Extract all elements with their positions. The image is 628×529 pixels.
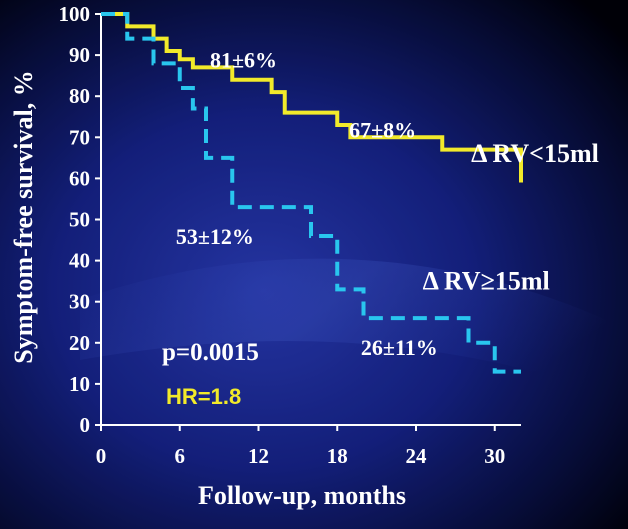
- series-label-1: Δ RV<15ml: [471, 139, 599, 168]
- y-tick-label: 30: [69, 290, 90, 314]
- y-tick-label: 40: [69, 249, 90, 273]
- survival-annotation: 53±12%: [176, 224, 254, 249]
- axes: 0 10 20 30 40 50 60 70 80 90 100 0 6 12 18 24 30: [59, 2, 521, 468]
- p-value: p=0.0015: [162, 339, 259, 366]
- y-tick-label: 100: [59, 2, 91, 26]
- series-layer: [101, 12, 523, 374]
- y-tick-label: 70: [69, 125, 90, 149]
- x-tick-label: 0: [96, 444, 107, 468]
- y-tick-label: 10: [69, 372, 90, 396]
- survival-annotation: 81±6%: [210, 47, 277, 72]
- x-tick-label: 30: [484, 444, 505, 468]
- survival-annotation: 67±8%: [349, 117, 416, 142]
- x-axis-title: Follow-up, months: [198, 481, 406, 510]
- y-tick-label: 60: [69, 166, 90, 190]
- series-label-2: Δ RV≥15ml: [423, 266, 550, 295]
- labels-layer: 81±6% 67±8% 53±12% 26±11% Δ RV<15ml Δ RV≥15ml: [176, 47, 599, 360]
- x-tick-label: 18: [327, 444, 348, 468]
- x-tick-label: 12: [248, 444, 269, 468]
- y-tick-label: 90: [69, 43, 90, 67]
- background-streak: [80, 258, 628, 400]
- y-tick-label: 0: [80, 413, 91, 437]
- y-axis-title: Symptom-free survival, %: [9, 70, 38, 363]
- y-tick-label: 20: [69, 331, 90, 355]
- series-line-2: [101, 12, 521, 374]
- hazard-ratio: HR=1.8: [166, 384, 241, 409]
- x-tick-label: 24: [406, 444, 428, 468]
- survival-annotation: 26±11%: [361, 335, 438, 360]
- y-tick-label: 80: [69, 84, 90, 108]
- y-tick-label: 50: [69, 208, 90, 232]
- x-tick-label: 6: [175, 444, 186, 468]
